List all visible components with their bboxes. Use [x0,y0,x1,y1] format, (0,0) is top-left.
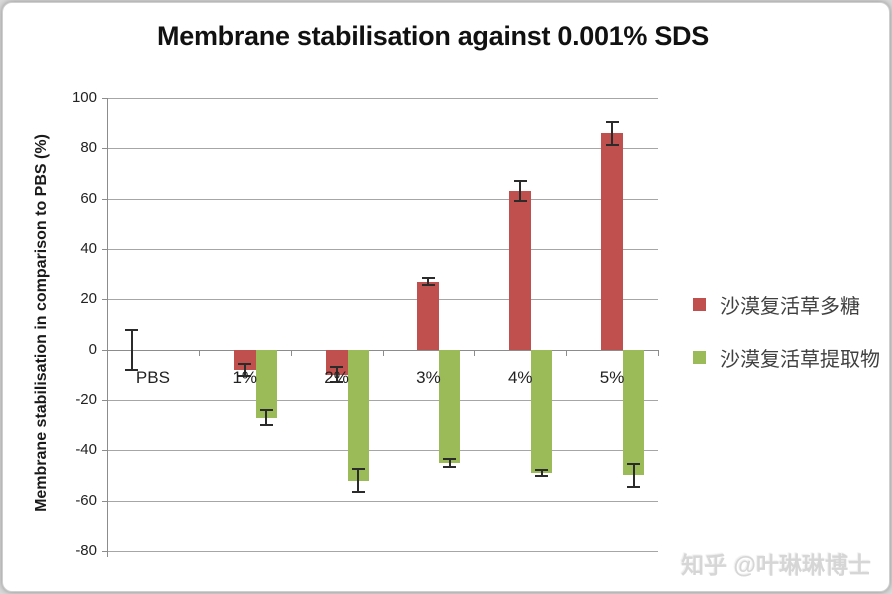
error-bar-cap [330,366,344,369]
error-bar-cap [535,469,549,472]
error-bar-cap [330,381,344,384]
error-bar-cap [513,200,527,203]
gridline [107,551,658,552]
gridline [107,450,658,452]
y-axis-tick [102,551,107,552]
y-tick-label: -60 [75,491,97,509]
error-bar [632,464,635,487]
error-bar-cap [125,368,139,371]
legend: 沙漠复活草多糖 沙漠复活草提取物 [693,290,880,372]
y-axis-tick [102,400,107,401]
error-bar-cap [351,468,365,471]
x-category-label: 2% [324,367,349,387]
error-bar-cap [259,409,273,412]
y-tick-label: -40 [75,441,97,459]
error-bar [130,329,133,370]
legend-label-polysaccharide: 沙漠复活草多糖 [720,296,860,318]
x-axis-tick [658,349,659,356]
error-bar-cap [443,465,457,468]
red-series-swatch-icon [693,298,706,311]
gridline [107,148,658,150]
y-tick-label: 100 [71,89,97,106]
y-tick-label: -80 [75,542,97,559]
gridline [107,400,658,401]
y-tick-label: 80 [80,139,97,157]
x-category-label: 3% [416,367,441,387]
error-bar-cap [605,143,619,146]
red-series-bar [233,349,256,370]
gridline [107,249,658,250]
error-bar-cap [421,276,435,279]
red-series-bar [325,349,348,375]
x-axis-tick [382,349,384,356]
error-bar [611,121,614,145]
y-tick-label: 20 [80,290,97,308]
error-bar-cap [627,485,641,488]
y-axis-tick [102,500,107,502]
error-bar [540,470,543,476]
red-series-bar [417,281,440,350]
error-bar-cap [627,463,641,466]
error-bar-cap [605,120,619,123]
green-series-bar [255,349,277,418]
y-axis-tick [102,249,107,250]
x-category-label: 5% [599,367,625,387]
error-bar-cap [421,284,435,287]
green-series-bar [623,349,645,476]
gridline [107,500,658,502]
y-tick-label: -20 [75,391,97,408]
error-bar-cap [238,375,252,378]
error-bar [519,181,522,202]
error-bar-cap [513,180,527,183]
x-axis-tick [198,349,200,356]
y-tick-label: 60 [80,189,97,207]
chart-title: Membrane stabilisation against 0.001% SD… [157,21,709,51]
gridline [107,299,658,301]
error-bar-cap [238,362,252,365]
green-series-bar [531,349,553,473]
x-axis-tick [566,349,568,356]
x-category-label: 1% [232,367,258,387]
x-axis-tick [474,349,476,356]
x-axis-tick [107,349,108,356]
x-category-label: 4% [507,367,533,387]
error-bar-cap [443,458,457,461]
x-axis-tick [290,349,292,356]
error-bar-cap [535,474,549,477]
error-bar [335,367,338,383]
y-tick-label: 40 [80,240,97,257]
error-bar [243,363,246,377]
x-category-label: PBS [135,367,170,387]
y-axis-tick [102,198,107,200]
error-bar-cap [351,490,365,493]
y-axis-line [107,98,108,557]
y-axis-tick [102,98,107,99]
legend-label-extract: 沙漠复活草提取物 [720,349,880,371]
legend-item-polysaccharide: 沙漠复活草多糖 [693,290,880,319]
error-bar [448,459,451,467]
green-series-bar [439,349,461,463]
watermark: 知乎 @叶琳琳博士 [681,552,871,578]
y-axis-tick [102,349,107,351]
error-bar [427,277,430,286]
y-axis-tick [102,299,107,301]
y-axis-tick [102,148,107,150]
legend-item-extract: 沙漠复活草提取物 [693,343,880,372]
plot-area: 100 80 60 40 20 0 -20 -40 -60 -80 PBS 1% 2% 3% 4% 5% [3,3,889,591]
error-bar [357,469,360,492]
green-series-bar [347,349,369,481]
error-bar-cap [259,424,273,427]
y-tick-label: 0 [88,340,97,358]
gridline [107,98,658,99]
gridline [107,198,658,200]
red-series-bar [509,191,532,350]
green-series-swatch-icon [693,351,706,364]
error-bar [265,410,268,426]
red-series-bar [601,133,624,350]
y-axis-tick [102,450,107,452]
error-bar-cap [125,328,139,331]
